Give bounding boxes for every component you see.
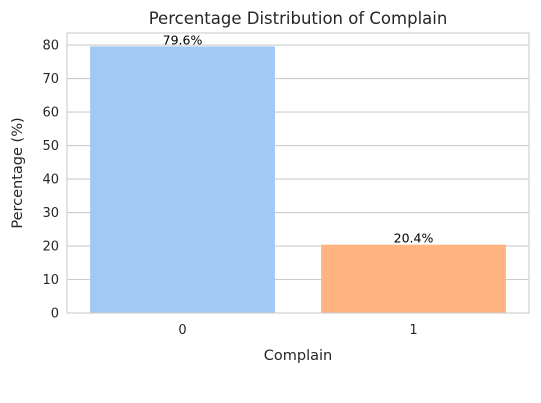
y-tick-label: 50 — [42, 139, 59, 154]
y-tick-label: 60 — [42, 106, 59, 121]
y-tick-label: 70 — [42, 72, 59, 87]
y-tick-labels: 0 10 20 30 40 50 60 70 80 — [42, 39, 59, 322]
x-tick-label: 0 — [178, 323, 186, 338]
y-tick-label: 20 — [42, 240, 59, 255]
data-labels: 79.6% 20.4% — [163, 32, 434, 245]
y-tick-label: 40 — [42, 173, 59, 188]
x-tick-label: 1 — [409, 323, 417, 338]
x-axis-label: Complain — [264, 348, 332, 364]
y-tick-label: 10 — [42, 273, 59, 288]
y-tick-label: 80 — [42, 39, 59, 54]
y-tick-label: 30 — [42, 206, 59, 221]
y-tick-label: 0 — [51, 307, 59, 322]
bar-1 — [321, 244, 506, 313]
data-label-0: 79.6% — [163, 32, 203, 47]
bars — [90, 46, 506, 314]
data-label-1: 20.4% — [394, 231, 434, 246]
plot-frame — [66, 32, 530, 314]
bar-0 — [90, 46, 275, 314]
chart-title: Percentage Distribution of Complain — [149, 9, 448, 28]
y-axis-label: Percentage (%) — [10, 117, 26, 228]
